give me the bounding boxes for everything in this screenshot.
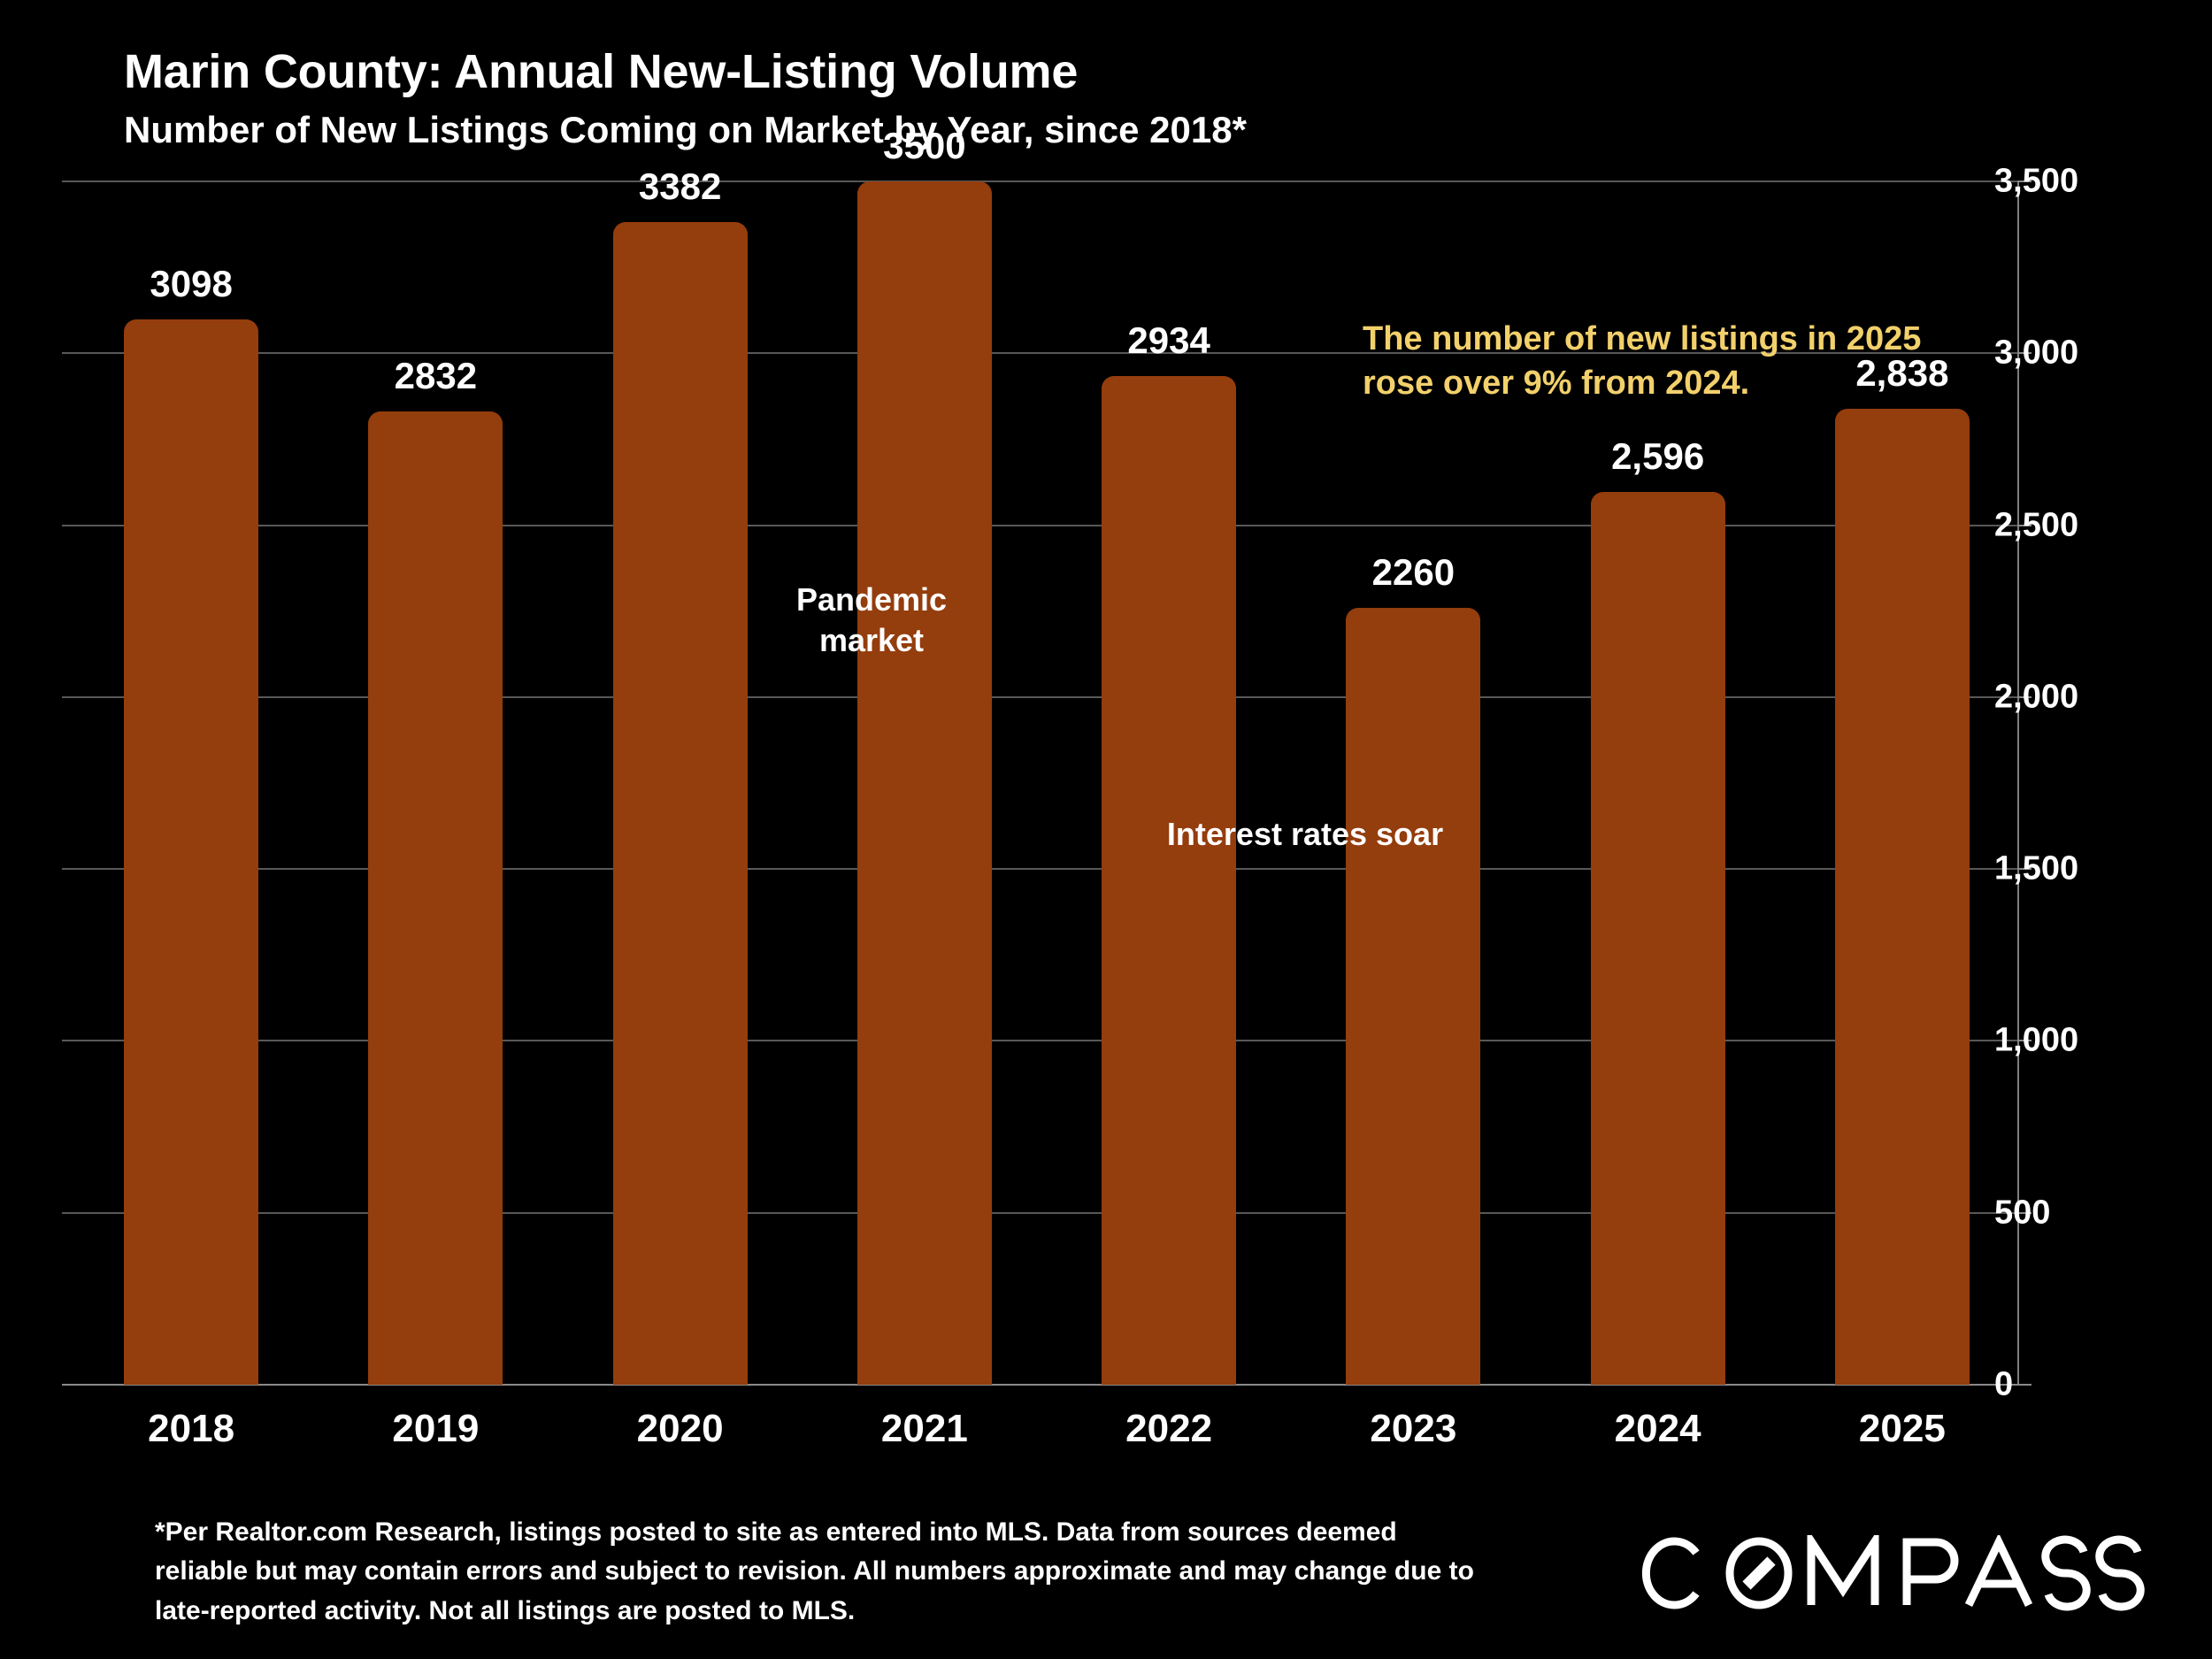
bar-column[interactable]: 2,838 bbox=[1834, 181, 1970, 1385]
bar-value-label: 3098 bbox=[150, 263, 233, 305]
bar[interactable] bbox=[368, 411, 503, 1385]
x-axis-tick-label: 2021 bbox=[880, 1407, 968, 1450]
compass-logo bbox=[1641, 1535, 2146, 1611]
x-axis-tick-label: 2024 bbox=[1614, 1407, 1701, 1450]
bar-value-label: 3382 bbox=[638, 165, 722, 207]
bar-column[interactable]: 3098 bbox=[124, 181, 259, 1385]
y-axis-line bbox=[2017, 181, 2019, 1385]
compass-logo-icon bbox=[1641, 1535, 2145, 1611]
plot-region: 3098 2832 3382 3500 2934 2260 2,596 2,838 bbox=[62, 125, 2032, 1386]
x-axis-tick-label: 2023 bbox=[1370, 1407, 1457, 1450]
bar-value-label: 2934 bbox=[1127, 319, 1210, 361]
y-axis-tick-label: 0 bbox=[1994, 1365, 2014, 1403]
y-axis-tick bbox=[2017, 524, 2032, 526]
bar-column[interactable]: 2260 bbox=[1346, 181, 1481, 1385]
y-axis-tick-label: 1,500 bbox=[1994, 849, 2079, 887]
gridline bbox=[62, 180, 2017, 182]
pandemic-annotation: Pandemic market bbox=[743, 580, 1000, 661]
footnote: *Per Realtor.com Research, listings post… bbox=[155, 1513, 1571, 1631]
bar[interactable] bbox=[1346, 607, 1481, 1385]
pandemic-annotation-line1: Pandemic bbox=[795, 581, 948, 618]
bar-value-label: 2,838 bbox=[1855, 352, 1949, 395]
bar-column[interactable]: 3500 bbox=[856, 125, 992, 1385]
callout-annotation: The number of new listings in 2025 rose … bbox=[1363, 320, 1922, 403]
y-axis-tick-label: 1,000 bbox=[1994, 1021, 2079, 1059]
bar[interactable] bbox=[1834, 409, 1970, 1385]
gridline bbox=[62, 695, 2017, 698]
bar-value-label: 2260 bbox=[1371, 550, 1455, 593]
interest-rates-annotation: Interest rates soar bbox=[1166, 816, 1444, 852]
bar-column[interactable]: 2832 bbox=[368, 181, 503, 1385]
y-axis-tick-label: 3,500 bbox=[1994, 162, 2079, 200]
bar[interactable] bbox=[1102, 375, 1237, 1385]
bar[interactable] bbox=[1590, 492, 1725, 1385]
x-axis-tick-label: 2018 bbox=[148, 1407, 235, 1450]
x-axis-tick-label: 2025 bbox=[1858, 1407, 1946, 1450]
bar-value-label: 3500 bbox=[883, 125, 966, 166]
footnote-line-3: late-reported activity. Not all listings… bbox=[155, 1595, 856, 1625]
x-axis-labels: 2018 2019 2020 2021 2022 2023 2024 2025 bbox=[62, 1407, 2017, 1469]
gridline bbox=[62, 1211, 2017, 1214]
chart-header: Marin County: Annual New-Listing Volume … bbox=[124, 46, 1982, 151]
bar[interactable] bbox=[124, 319, 259, 1385]
bar-column[interactable]: 2,596 bbox=[1590, 181, 1725, 1385]
gridline bbox=[62, 352, 2017, 355]
footnote-line-1: *Per Realtor.com Research, listings post… bbox=[155, 1517, 1397, 1547]
footnote-line-2: reliable but may contain errors and subj… bbox=[155, 1556, 1474, 1586]
pandemic-annotation-line2: market bbox=[818, 622, 925, 659]
bar-value-label: 2832 bbox=[394, 354, 478, 396]
gridline bbox=[62, 524, 2017, 526]
gridline bbox=[62, 1040, 2017, 1042]
bar[interactable] bbox=[612, 221, 748, 1385]
y-axis-tick-label: 2,500 bbox=[1994, 506, 2079, 544]
gridline bbox=[62, 868, 2017, 871]
axis-baseline bbox=[62, 1384, 2017, 1386]
y-axis-tick bbox=[2017, 1211, 2032, 1214]
bar[interactable] bbox=[856, 181, 992, 1385]
page-subtitle: Number of New Listings Coming on Market … bbox=[124, 109, 1247, 151]
y-axis-tick bbox=[2017, 1384, 2032, 1386]
y-axis-tick-label: 2,000 bbox=[1994, 678, 2079, 716]
y-axis-tick bbox=[2017, 868, 2032, 871]
y-axis-tick-label: 3,000 bbox=[1994, 334, 2079, 372]
y-axis-tick bbox=[2017, 1040, 2032, 1042]
bar-column[interactable]: 2934 bbox=[1102, 181, 1237, 1385]
x-axis-tick-label: 2022 bbox=[1125, 1407, 1213, 1450]
bar-series: 3098 2832 3382 3500 2934 2260 2,596 2,838 bbox=[62, 125, 2017, 1385]
x-axis-tick-label: 2020 bbox=[636, 1407, 724, 1450]
x-axis-tick-label: 2019 bbox=[392, 1407, 480, 1450]
bar-column[interactable]: 3382 bbox=[612, 165, 748, 1385]
bar-value-label: 2,596 bbox=[1611, 435, 1705, 478]
page-title: Marin County: Annual New-Listing Volume bbox=[124, 45, 1079, 98]
y-axis-tick bbox=[2017, 352, 2032, 355]
y-axis-tick-label: 500 bbox=[1994, 1194, 2051, 1232]
chart-plot-area: 3098 2832 3382 3500 2934 2260 2,596 2,838 bbox=[62, 125, 2032, 1386]
y-axis-tick bbox=[2017, 695, 2032, 698]
y-axis-tick bbox=[2017, 180, 2032, 182]
